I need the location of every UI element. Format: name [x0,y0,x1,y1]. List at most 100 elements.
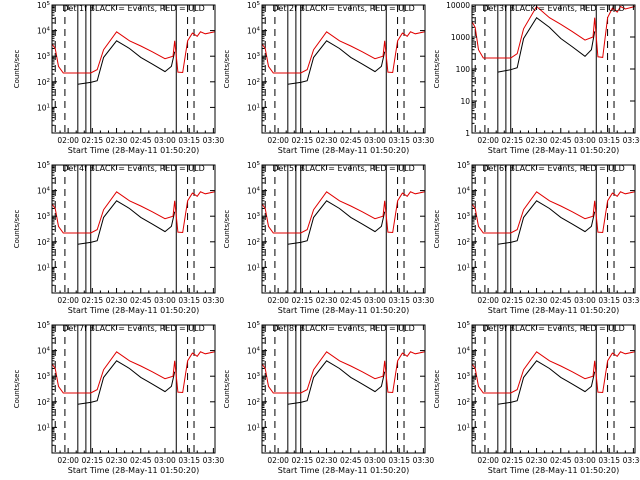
x-tick-label: 03:30 [623,296,640,305]
panel-title: Det 1f BLACK = Events, RED = ULD [62,4,205,13]
x-axis-label: Start Time (28-May-11 01:50:20) [278,146,409,155]
x-tick-label: 02:15 [292,296,314,305]
x-axis-label: Start Time (28-May-11 01:50:20) [488,306,619,315]
panel-title: Det 7f BLACK = Events, RED = ULD [62,324,205,333]
series-line-uld [52,31,215,74]
x-tick-label: 03:00 [364,136,386,145]
y-tick-label: 105 [37,1,51,10]
x-tick-label: 03:15 [598,296,620,305]
x-tick-label: 03:15 [598,136,620,145]
x-tick-label: 02:45 [550,296,572,305]
y-tick-exponent: 4 [467,347,471,353]
y-tick-exponent: 4 [47,27,51,33]
x-tick-label: 03:30 [413,456,435,465]
x-tick-label: 02:30 [526,136,548,145]
y-tick-exponent: 4 [47,187,51,193]
plot-frame [51,4,216,134]
plot-frame [51,324,216,454]
y-tick-exponent: 3 [47,212,51,218]
y-tick-label: 105 [247,1,261,10]
x-tick-label: 02:30 [316,136,338,145]
panel-title: Det 4f BLACK = Events, RED = ULD [62,164,205,173]
y-tick-exponent: 2 [47,238,51,244]
panel-title: Det 2f BLACK = Events, RED = ULD [272,4,415,13]
x-tick-label: 02:00 [477,296,499,305]
y-tick-label: 103 [247,372,261,381]
y-tick-label: 102 [247,398,260,407]
x-tick-label: 03:15 [388,136,410,145]
x-tick-label: 02:30 [106,296,128,305]
series-line-uld [472,5,635,59]
y-tick-exponent: 5 [257,1,261,7]
x-tick-label: 02:15 [292,456,314,465]
y-tick-exponent: 1 [257,103,261,109]
x-axis-label: Start Time (28-May-11 01:50:20) [68,466,199,475]
y-tick-label: 104 [457,347,471,356]
y-tick-label: 101 [247,103,260,112]
plot-frame [51,164,216,294]
x-tick-label: 03:00 [364,296,386,305]
x-axis-label: Start Time (28-May-11 01:50:20) [68,146,199,155]
y-tick-label: 103 [457,372,471,381]
x-tick-label: 02:00 [57,296,79,305]
panel-4: 02:00 02:15 02:30 02:45 03:00 03:15 03:30 101 10… [13,161,224,315]
x-tick-label: 03:15 [388,296,410,305]
y-tick-exponent: 3 [257,372,261,378]
y-tick-exponent: 1 [467,423,471,429]
x-tick-label: 03:30 [203,296,225,305]
x-axis-label: Start Time (28-May-11 01:50:20) [488,146,619,155]
x-tick-label: 02:45 [550,136,572,145]
x-tick-label: 02:00 [267,456,289,465]
x-tick-label: 02:30 [526,456,548,465]
y-tick-label: 104 [247,347,261,356]
x-tick-label: 02:15 [502,456,524,465]
y-tick-label: 102 [247,78,260,87]
panel-title: Det 3f BLACK = Events, RED = ULD [482,4,625,13]
x-tick-label: 02:00 [477,136,499,145]
y-tick-exponent: 1 [47,423,51,429]
y-tick-label: 103 [37,212,51,221]
y-tick-label: 104 [457,187,471,196]
plot-frame [471,324,636,454]
plot-frame [261,164,426,294]
x-tick-label: 02:15 [292,136,314,145]
series-line-events [77,40,176,85]
x-tick-label: 03:00 [574,136,596,145]
y-tick-exponent: 2 [257,238,261,244]
series-line-events [497,360,596,405]
y-tick-label: 101 [37,103,50,112]
y-axis-label: Counts/sec [433,370,441,409]
panel-1: 02:00 02:15 02:30 02:45 03:00 03:15 03:30 101 10… [13,1,224,155]
x-tick-label: 02:45 [130,456,152,465]
y-tick-label: 104 [247,27,261,36]
y-tick-exponent: 5 [467,161,471,167]
y-tick-exponent: 5 [467,321,471,327]
y-tick-label: 105 [247,321,261,330]
x-tick-label: 03:15 [388,456,410,465]
y-tick-exponent: 3 [467,212,471,218]
panel-8: 02:00 02:15 02:30 02:45 03:00 03:15 03:30 101 10… [223,321,434,475]
y-tick-label: 102 [457,238,470,247]
series-line-events [287,40,386,85]
series-line-events [497,16,596,73]
y-tick-exponent: 5 [47,321,51,327]
series-line-uld [472,191,635,234]
x-tick-label: 03:15 [178,136,200,145]
y-tick-label: 101 [457,263,470,272]
y-tick-label: 103 [247,212,261,221]
panel-title: Det 5f BLACK = Events, RED = ULD [272,164,415,173]
x-tick-label: 03:00 [154,296,176,305]
panel-title: Det 8f BLACK = Events, RED = ULD [272,324,415,333]
x-tick-label: 02:00 [57,136,79,145]
plot-frame [261,324,426,454]
y-tick-exponent: 3 [467,372,471,378]
x-tick-label: 02:45 [130,296,152,305]
y-tick-exponent: 3 [47,372,51,378]
y-tick-label: 101 [37,263,50,272]
y-tick-exponent: 5 [47,1,51,7]
y-tick-exponent: 5 [257,321,261,327]
y-axis-label: Counts/sec [13,50,21,89]
series-line-uld [472,351,635,394]
